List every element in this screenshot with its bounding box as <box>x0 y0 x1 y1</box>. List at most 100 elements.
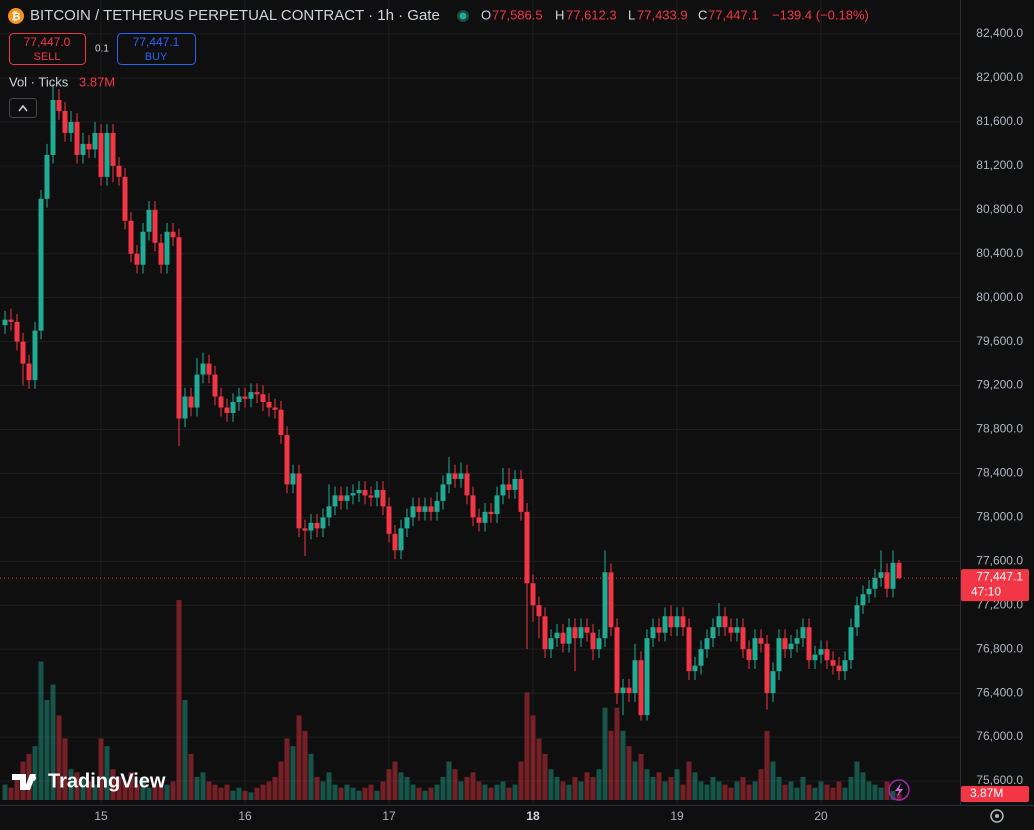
volume-bar <box>38 661 44 800</box>
candle-body <box>104 132 110 177</box>
volume-bar <box>356 790 362 800</box>
volume-bar <box>398 772 404 800</box>
volume-bar <box>140 776 146 800</box>
candle-body <box>242 396 248 399</box>
candle-body <box>32 330 38 381</box>
candle-body <box>644 638 650 716</box>
candle-body <box>836 665 842 672</box>
volume-bar <box>794 787 800 800</box>
sell-button[interactable] <box>9 33 86 65</box>
candle-body <box>440 484 446 501</box>
candle-body <box>140 231 146 265</box>
candle-body <box>842 660 848 672</box>
candle-body <box>704 638 710 650</box>
volume-bar <box>392 761 398 800</box>
candle-body <box>260 394 266 403</box>
volume-bar <box>2 784 8 800</box>
candle-body <box>530 583 536 606</box>
candle-body <box>74 121 80 155</box>
volume-bar <box>104 746 110 800</box>
candle-body <box>584 627 590 633</box>
candle-body <box>416 506 422 512</box>
collapse-button[interactable] <box>9 98 37 118</box>
volume-bar <box>242 790 248 800</box>
volume-pane <box>2 600 902 800</box>
candle-body <box>578 627 584 639</box>
volume-bar <box>758 769 764 800</box>
volume-bar <box>320 781 326 800</box>
y-tick-label: 78,400.0 <box>976 466 1023 480</box>
candle-body <box>212 374 218 397</box>
candle-body <box>470 495 476 518</box>
candle-body <box>380 489 386 507</box>
candle-body <box>248 392 254 399</box>
candle-body <box>824 649 830 661</box>
candle-body <box>674 616 680 628</box>
candle-body <box>848 627 854 661</box>
candle-body <box>554 632 560 639</box>
volume-bar <box>554 776 560 800</box>
candle-body <box>716 616 722 628</box>
candle-body <box>548 638 554 650</box>
volume-axis-box <box>961 786 1029 802</box>
volume-bar <box>206 781 212 800</box>
legend-c: C <box>698 7 707 22</box>
candle-body <box>110 132 116 166</box>
settings-button[interactable] <box>990 809 1004 823</box>
legend-close: 77,447.1 <box>708 7 759 22</box>
volume-bar <box>152 784 158 800</box>
volume-bar <box>14 776 20 800</box>
volume-bar <box>578 781 584 800</box>
candle-body <box>158 242 164 265</box>
volume-bar <box>752 781 758 800</box>
volume-bar <box>194 776 200 800</box>
volume-bar <box>170 781 176 800</box>
candle-body <box>122 176 128 221</box>
legend-h: H <box>555 7 564 22</box>
volume-bar <box>836 781 842 800</box>
candle-body <box>788 643 794 650</box>
candle-body <box>50 99 56 155</box>
y-tick-label: 76,400.0 <box>976 685 1023 699</box>
candle-body <box>392 533 398 551</box>
volume-bar <box>800 776 806 800</box>
volume-axis-label: 3.87M <box>970 786 1003 800</box>
volume-current: 3.87M <box>79 74 115 89</box>
candle-body <box>536 605 542 617</box>
candle-body <box>560 632 566 644</box>
volume-bar <box>110 769 116 800</box>
sell-label: SELL <box>34 51 61 63</box>
y-tick-label: 79,600.0 <box>976 334 1023 348</box>
settings-icon <box>995 814 999 818</box>
volume-bar <box>602 707 608 800</box>
lightning-button[interactable] <box>888 779 910 801</box>
volume-bar <box>620 730 626 800</box>
buy-label: BUY <box>145 51 168 63</box>
volume-bar <box>248 792 254 800</box>
volume-bar <box>266 781 272 800</box>
candle-body <box>206 363 212 375</box>
volume-bar <box>134 784 140 800</box>
volume-bar <box>440 776 446 800</box>
buy-button[interactable] <box>117 33 196 65</box>
x-tick-label: 18 <box>526 809 540 823</box>
volume-bar <box>626 746 632 800</box>
candle-body <box>434 500 440 512</box>
volume-bar <box>668 776 674 800</box>
candle-body <box>20 341 26 364</box>
candle-body <box>662 616 668 633</box>
volume-bar <box>776 776 782 800</box>
volume-bar <box>158 781 164 800</box>
countdown-label: 47:10 <box>971 584 1001 598</box>
volume-bar <box>32 746 38 800</box>
volume-bar <box>452 769 458 800</box>
order-size: 0.1 <box>95 44 109 55</box>
logo-text: TradingView <box>48 770 166 792</box>
volume-bar <box>326 772 332 800</box>
candle-body <box>686 627 692 672</box>
candle-body <box>812 654 818 661</box>
candle-body <box>692 665 698 672</box>
candle-body <box>116 165 122 177</box>
candle-body <box>338 495 344 501</box>
